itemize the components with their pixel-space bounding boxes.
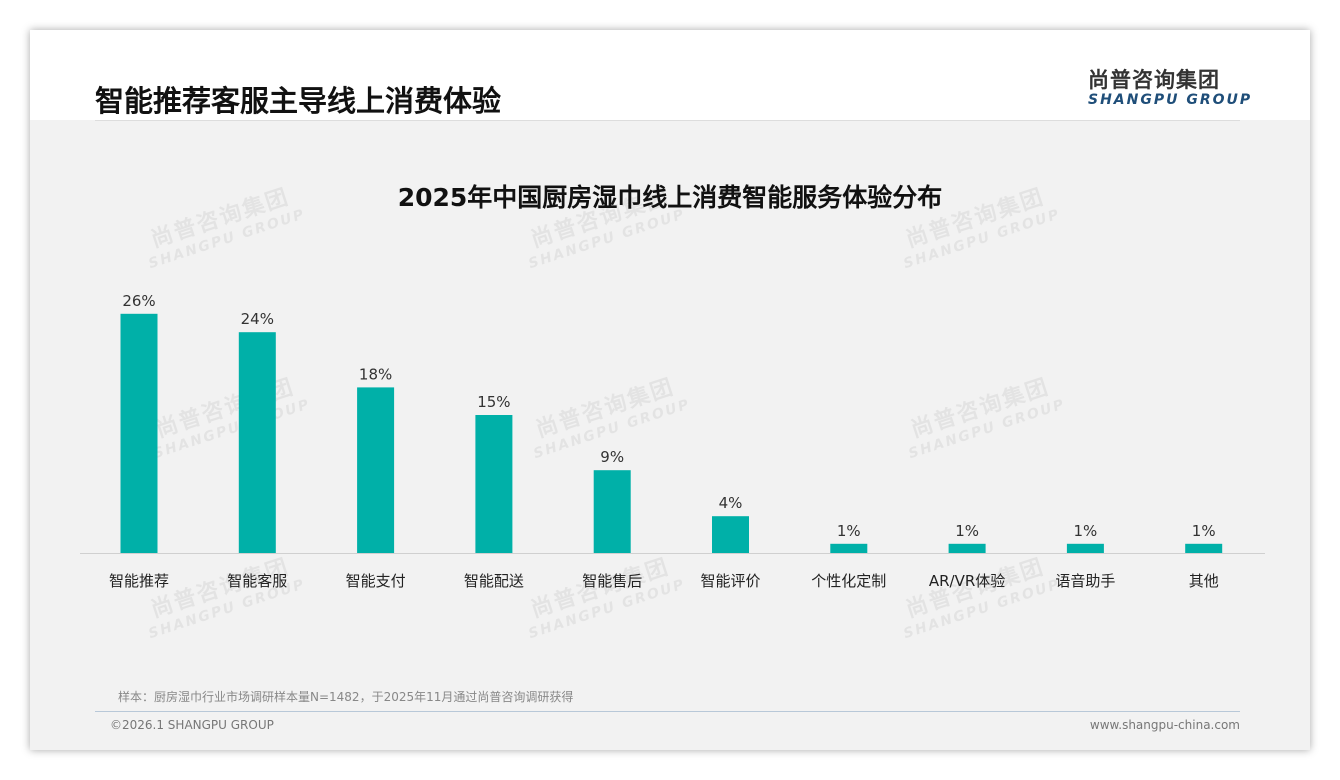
x-tick-label: 其他 <box>1189 572 1219 590</box>
chart-title: 2025年中国厨房湿巾线上消费智能服务体验分布 <box>397 183 943 212</box>
x-tick-label: 智能评价 <box>700 572 760 590</box>
logo-cn: 尚普咨询集团 <box>1088 68 1220 92</box>
logo-en: SHANGPU GROUP <box>1088 92 1253 108</box>
bar <box>238 332 276 553</box>
x-tick-label: 智能售后 <box>582 572 642 590</box>
data-label: 9% <box>600 448 624 466</box>
bar <box>475 415 513 553</box>
data-label: 1% <box>837 522 861 540</box>
page-title: 智能推荐客服主导线上消费体验 <box>95 84 502 118</box>
data-label: 1% <box>1074 522 1098 540</box>
x-tick-label: 智能推荐 <box>109 572 169 590</box>
bar <box>357 387 395 553</box>
data-label: 24% <box>241 310 274 328</box>
bar <box>830 543 868 553</box>
bar <box>120 313 158 553</box>
slide: 智能推荐客服主导线上消费体验 尚普咨询集团 SHANGPU GROUP 尚普咨询… <box>30 30 1310 750</box>
data-label: 26% <box>122 292 155 310</box>
data-label: 15% <box>477 393 510 411</box>
bar <box>1185 543 1223 553</box>
footer-divider <box>95 711 1240 712</box>
data-label: 4% <box>719 494 743 512</box>
x-tick-label: 语音助手 <box>1055 572 1115 590</box>
x-tick-label: 智能配送 <box>464 572 524 590</box>
x-tick-label: 个性化定制 <box>811 572 886 590</box>
data-label: 18% <box>359 365 392 383</box>
data-label: 1% <box>1192 522 1216 540</box>
website-url: www.shangpu-china.com <box>1089 718 1240 732</box>
bar <box>948 543 986 553</box>
sample-note: 样本：厨房湿巾行业市场调研样本量N=1482，于2025年11月通过尚普咨询调研… <box>118 690 574 704</box>
copyright: ©2026.1 SHANGPU GROUP <box>110 718 274 732</box>
bar <box>712 516 749 553</box>
x-tick-label: 智能支付 <box>346 572 406 590</box>
slide-header <box>30 30 1310 120</box>
x-tick-label: 智能客服 <box>227 572 287 590</box>
x-tick-label: AR/VR体验 <box>929 572 1005 590</box>
header-divider <box>95 120 1240 121</box>
bar <box>593 470 631 553</box>
data-label: 1% <box>955 522 979 540</box>
logo: 尚普咨询集团 SHANGPU GROUP <box>1088 64 1252 108</box>
bar <box>1066 543 1104 553</box>
bar-chart: 26% 智能推荐 24% 智能客服 18% 智能支付 15% 智能配送 9% 智能售后 4% 智能评价… <box>80 292 1265 590</box>
